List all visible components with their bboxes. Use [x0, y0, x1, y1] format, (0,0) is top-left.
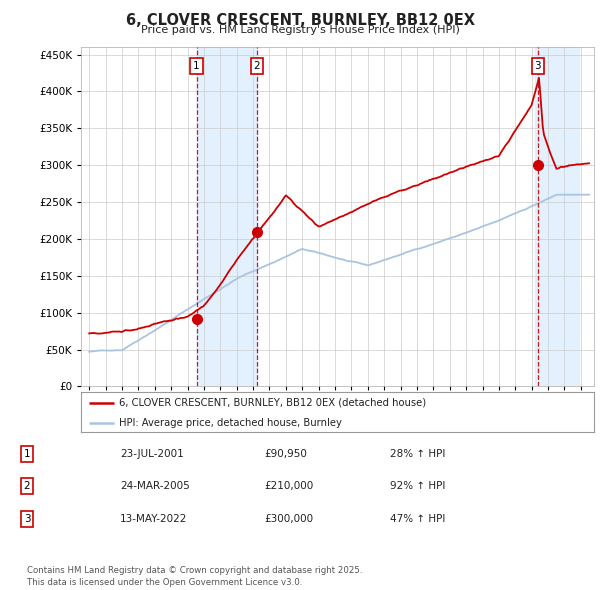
Text: Price paid vs. HM Land Registry's House Price Index (HPI): Price paid vs. HM Land Registry's House … [140, 25, 460, 35]
Text: 6, CLOVER CRESCENT, BURNLEY, BB12 0EX: 6, CLOVER CRESCENT, BURNLEY, BB12 0EX [125, 13, 475, 28]
Text: 1: 1 [193, 61, 200, 71]
Text: £210,000: £210,000 [264, 481, 313, 491]
Bar [197, 47, 257, 386]
Text: 92% ↑ HPI: 92% ↑ HPI [390, 481, 445, 491]
Text: £300,000: £300,000 [264, 514, 313, 523]
Text: HPI: Average price, detached house, Burnley: HPI: Average price, detached house, Burn… [119, 418, 343, 428]
Text: 28% ↑ HPI: 28% ↑ HPI [390, 449, 445, 458]
Text: 13-MAY-2022: 13-MAY-2022 [120, 514, 187, 523]
Bar [535, 47, 579, 386]
Text: Contains HM Land Registry data © Crown copyright and database right 2025.
This d: Contains HM Land Registry data © Crown c… [27, 566, 362, 587]
Text: 24-MAR-2005: 24-MAR-2005 [120, 481, 190, 491]
Text: 6, CLOVER CRESCENT, BURNLEY, BB12 0EX (detached house): 6, CLOVER CRESCENT, BURNLEY, BB12 0EX (d… [119, 398, 427, 408]
Text: 2: 2 [254, 61, 260, 71]
Text: £90,950: £90,950 [264, 449, 307, 458]
Text: 47% ↑ HPI: 47% ↑ HPI [390, 514, 445, 523]
Text: 2: 2 [23, 481, 31, 491]
Text: 1: 1 [23, 449, 31, 458]
Text: 3: 3 [23, 514, 31, 523]
Text: 23-JUL-2001: 23-JUL-2001 [120, 449, 184, 458]
Text: 3: 3 [535, 61, 541, 71]
